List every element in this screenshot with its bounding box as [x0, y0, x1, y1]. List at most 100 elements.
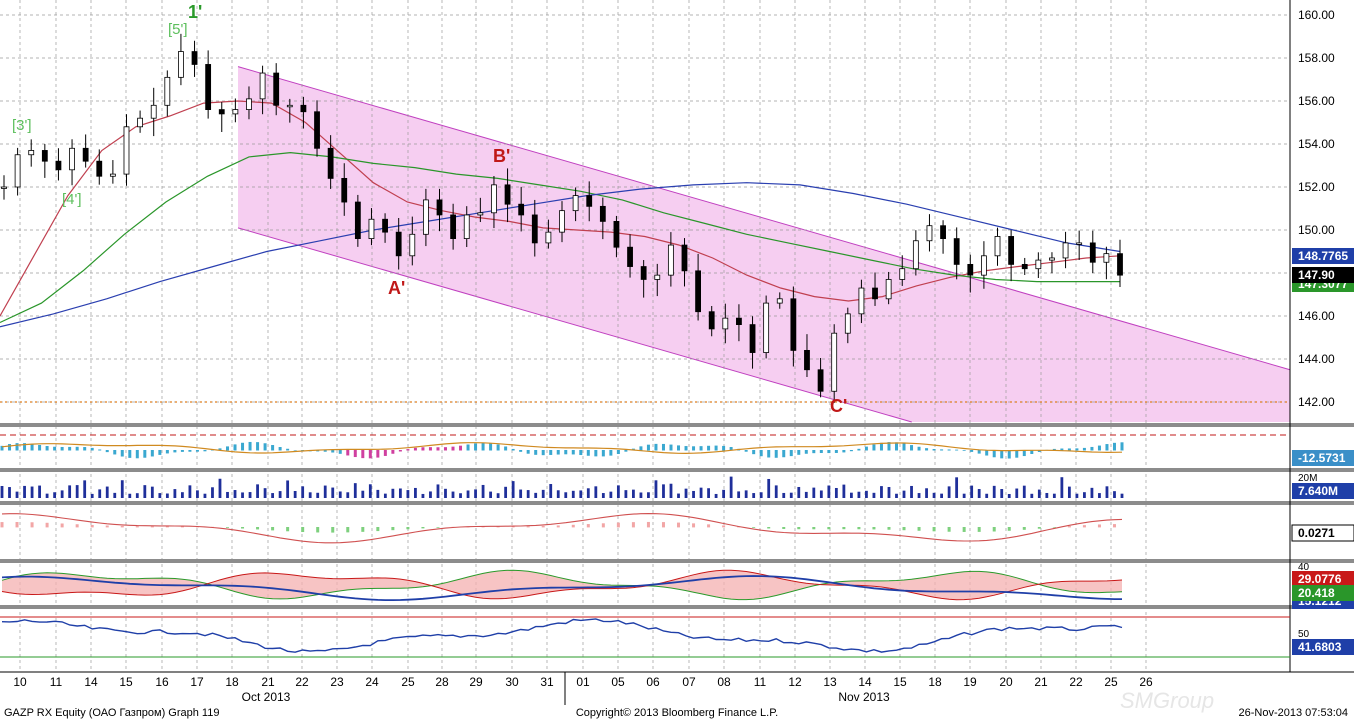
- macd-bar-36: [271, 445, 275, 451]
- osc-bar-112: [842, 527, 846, 530]
- volume-bar-50: [376, 489, 380, 498]
- osc-bar-136: [1022, 527, 1026, 530]
- osc-bar-16: [120, 525, 124, 528]
- candle-body-41: [559, 210, 565, 233]
- macd-bar-123: [925, 448, 929, 451]
- osc-bar-124: [932, 527, 936, 532]
- dmi-adx: [1, 575, 1122, 601]
- volume-bar-106: [797, 486, 801, 498]
- osc-bar-32: [241, 527, 245, 529]
- volume-bar-131: [985, 493, 989, 498]
- candle-body-20: [273, 72, 280, 106]
- macd-bar-61: [459, 445, 463, 451]
- volume-bar-56: [421, 493, 425, 498]
- volume-bar-82: [616, 485, 620, 498]
- macd-bar-114: [857, 448, 861, 451]
- osc-bar-46: [346, 527, 350, 533]
- volume-bar-91: [684, 488, 688, 498]
- volume-bar-144: [1083, 492, 1086, 498]
- candle-body-77: [1049, 257, 1055, 261]
- candle-body-13: [178, 51, 184, 78]
- candle-body-37: [504, 184, 511, 205]
- volume-bar-140: [1052, 493, 1056, 498]
- dmi-fill: [2, 570, 1122, 600]
- macd-bar-2: [15, 443, 19, 451]
- footer-left: GAZP RX Equity (ОАО Газпром) Graph 119: [4, 707, 220, 719]
- osc-bar-100: [752, 527, 756, 528]
- volume-bar-143: [1075, 493, 1079, 498]
- price-tag-0: 148.7765: [1298, 249, 1348, 263]
- macd-bar-59: [443, 447, 447, 451]
- volume-bar-107: [804, 491, 808, 498]
- candle-body-31: [423, 199, 429, 235]
- osc-bar-122: [917, 527, 921, 531]
- volume-bar-116: [872, 492, 876, 498]
- candle-body-64: [872, 287, 878, 300]
- panel-separator-0: [0, 423, 1354, 427]
- candle-body-24: [327, 147, 334, 179]
- macd-bar-85: [639, 446, 643, 451]
- macd-bar-48: [361, 450, 365, 459]
- volume-bar-36: [271, 493, 275, 498]
- macd-bar-9: [68, 446, 72, 451]
- osc-bar-90: [677, 522, 681, 528]
- candle-body-30: [409, 233, 416, 257]
- macd-bar-66: [496, 444, 500, 451]
- y-tick-5: 150.00: [1298, 223, 1335, 237]
- volume-bar-28: [211, 487, 214, 498]
- candle-body-16: [218, 109, 225, 115]
- macd-bar-124: [932, 449, 936, 451]
- candle-body-47: [640, 266, 647, 280]
- panel-tick-1: 40: [1298, 562, 1310, 573]
- osc-bar-58: [436, 527, 440, 528]
- osc-bar-44: [331, 527, 335, 533]
- channel-upper-line: [237, 66, 1291, 371]
- wave-label-2: [3']: [12, 117, 32, 134]
- x-tick-24: 14: [858, 675, 872, 689]
- volume-bar-35: [263, 488, 267, 498]
- macd-bar-58: [436, 447, 440, 451]
- candle-body-61: [831, 332, 838, 392]
- x-tick-12: 28: [435, 675, 449, 689]
- x-tick-19: 07: [682, 675, 696, 689]
- volume-bar-34: [256, 484, 259, 498]
- candle-body-19: [259, 72, 266, 100]
- macd-bar-76: [571, 450, 575, 455]
- volume-bar-39: [293, 491, 297, 498]
- volume-bar-79: [594, 486, 598, 498]
- volume-bar-104: [782, 492, 786, 498]
- x-tick-18: 06: [646, 675, 660, 689]
- volume-bar-45: [338, 491, 342, 498]
- macd-bar-23: [173, 450, 177, 453]
- osc-bar-126: [947, 527, 951, 532]
- volume-bar-149: [1120, 493, 1124, 498]
- volume-bar-136: [1022, 485, 1026, 498]
- x-tick-4: 16: [155, 675, 169, 689]
- volume-bar-48: [361, 490, 365, 498]
- volume-bar-29: [218, 478, 222, 498]
- volume-bar-94: [707, 488, 710, 498]
- candle-body-27: [368, 218, 375, 240]
- macd-bar-1: [8, 444, 12, 451]
- osc-bar-10: [75, 524, 79, 528]
- volume-bar-3: [23, 485, 26, 498]
- volume-bar-52: [391, 488, 395, 498]
- volume-bar-102: [767, 478, 771, 498]
- candle-body-71: [967, 263, 974, 276]
- volume-bar-12: [90, 493, 94, 498]
- macd-bar-14: [105, 450, 109, 453]
- candle-body-58: [790, 298, 797, 351]
- x-tick-17: 05: [611, 675, 625, 689]
- macd-bar-73: [549, 450, 553, 455]
- volume-bar-43: [323, 485, 327, 498]
- wave-label-4: B': [493, 146, 510, 166]
- macd-bar-11: [83, 447, 87, 451]
- macd-bar-30: [226, 446, 230, 451]
- macd-bar-106: [797, 450, 801, 455]
- volume-bar-57: [429, 491, 432, 498]
- osc-bar-146: [1097, 524, 1101, 528]
- candle-body-9: [123, 126, 130, 175]
- macd-bar-57: [428, 447, 432, 451]
- candle-body-69: [940, 225, 946, 239]
- macd-bar-141: [1060, 448, 1064, 451]
